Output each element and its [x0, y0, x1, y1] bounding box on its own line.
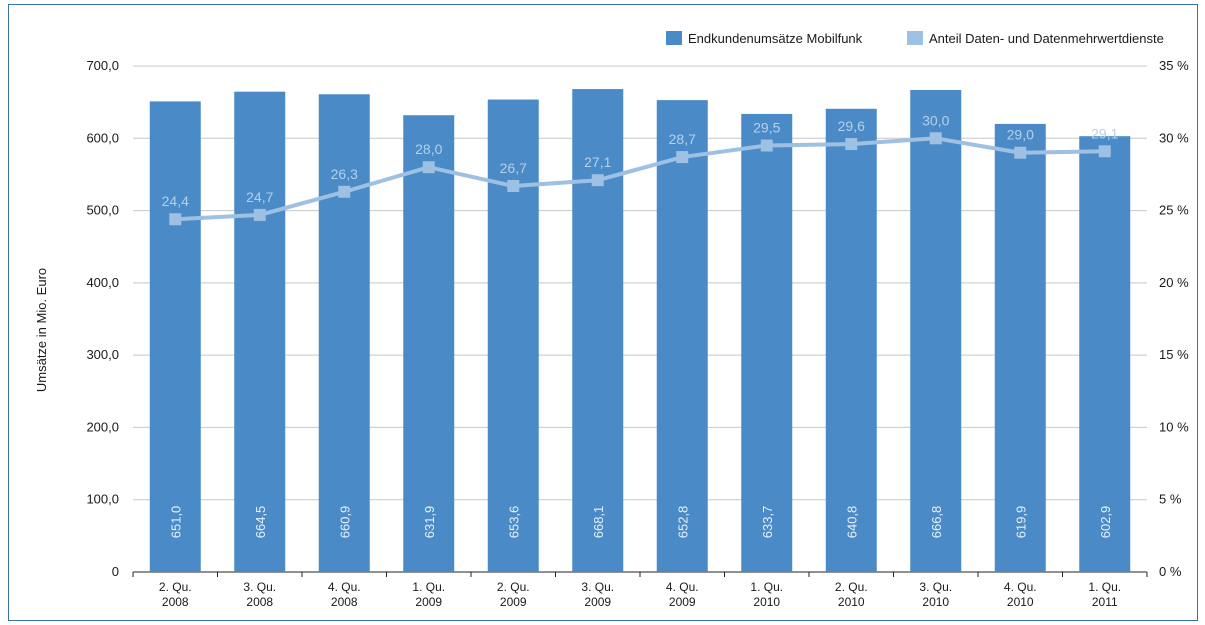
- y-tick-label: 300,0: [86, 347, 119, 362]
- line-marker: [338, 185, 351, 198]
- bar: [1079, 136, 1131, 572]
- line-value-label: 24,7: [246, 189, 273, 205]
- line-marker: [1098, 145, 1111, 158]
- x-tick-label: 2. Qu. 2010: [835, 580, 868, 609]
- y2-tick-label: 15 %: [1159, 347, 1189, 362]
- x-tick-label: 1. Qu. 2009: [412, 580, 445, 609]
- line-value-label: 27,1: [584, 154, 611, 170]
- chart-frame: [8, 4, 1198, 621]
- bar-value-label: 631,9: [422, 506, 437, 539]
- bar: [318, 94, 370, 572]
- y-tick-label: 100,0: [86, 492, 119, 507]
- line-path: [175, 136, 1105, 222]
- line-value-label: 26,7: [500, 160, 527, 176]
- bar-value-label: 666,8: [929, 506, 944, 539]
- line-value-label: 29,5: [753, 120, 780, 136]
- bar-value-label: 633,7: [760, 506, 775, 539]
- x-tick-label: 4. Qu. 2008: [328, 580, 361, 609]
- y2-tick-label: 0 %: [1159, 564, 1182, 579]
- bar-series: 651,0 664,5 660,9 631,9 653,6 668,1 652,8 633,7…: [149, 89, 1131, 573]
- line-marker: [676, 151, 689, 164]
- line-marker: [422, 161, 435, 174]
- line-value-label: 30,0: [922, 112, 949, 128]
- y2-tick-label: 10 %: [1159, 419, 1189, 434]
- line-value-label: 26,3: [331, 166, 358, 182]
- bar-value-label: 668,1: [591, 506, 606, 539]
- y2-tick-label: 25 %: [1159, 203, 1189, 218]
- x-tick-label: 4. Qu. 2009: [666, 580, 699, 609]
- y-tick-label: 200,0: [86, 419, 119, 434]
- axes: 0 0 % 100,0 5 % 200,0 10 % 300,0 15 % 400,0 20 % 5…: [86, 58, 1189, 609]
- bar-value-label: 664,5: [253, 506, 268, 539]
- bar-value-label: 602,9: [1098, 506, 1113, 539]
- bar-value-label: 651,0: [168, 506, 183, 539]
- line-value-label: 29,0: [1007, 127, 1034, 143]
- x-tick-label: 2. Qu. 2009: [497, 580, 530, 609]
- legend-label: Endkundenumsätze Mobilfunk: [688, 31, 863, 46]
- legend-swatch: [666, 31, 682, 45]
- line-value-label: 24,4: [162, 193, 189, 209]
- bar-value-label: 653,6: [506, 506, 521, 539]
- line-marker: [507, 179, 520, 192]
- line-value-label: 29,6: [838, 118, 865, 134]
- line-marker: [1014, 146, 1027, 159]
- legend-swatch: [907, 31, 923, 45]
- bar: [656, 100, 708, 572]
- x-tick-label: 3. Qu. 2009: [581, 580, 614, 609]
- y-tick-label: 0: [112, 564, 119, 579]
- legend: Endkundenumsätze Mobilfunk Anteil Daten- …: [666, 31, 1164, 46]
- y2-tick-label: 35 %: [1159, 58, 1189, 73]
- x-tick-label: 1. Qu. 2010: [750, 580, 783, 609]
- bar: [910, 89, 962, 573]
- bar-value-label: 640,8: [844, 506, 859, 539]
- bar: [825, 108, 877, 572]
- bar: [994, 123, 1046, 573]
- line-marker: [591, 174, 604, 187]
- y2-tick-label: 5 %: [1159, 492, 1182, 507]
- x-tick-label: 1. Qu. 2011: [1088, 580, 1121, 609]
- y-tick-label: 500,0: [86, 203, 119, 218]
- y-axis-label: Umsätze in Mio. Euro: [34, 268, 49, 392]
- y-tick-label: 600,0: [86, 130, 119, 145]
- x-tick-label: 3. Qu. 2010: [919, 580, 952, 609]
- line-value-label: 28,7: [669, 131, 696, 147]
- bar-value-label: 660,9: [337, 506, 352, 539]
- y-tick-label: 700,0: [86, 58, 119, 73]
- line-marker: [169, 213, 182, 226]
- y2-tick-label: 30 %: [1159, 130, 1189, 145]
- x-tick-label: 2. Qu. 2008: [159, 580, 192, 609]
- bar: [572, 89, 624, 572]
- bar: [149, 101, 201, 573]
- bar-value-label: 619,9: [1013, 506, 1028, 539]
- bar: [234, 91, 286, 572]
- line-marker: [760, 139, 773, 152]
- bar-value-label: 652,8: [675, 506, 690, 539]
- bar: [487, 99, 539, 572]
- line-marker: [253, 208, 266, 221]
- x-tick-label: 3. Qu. 2008: [243, 580, 276, 609]
- x-tick-label: 4. Qu. 2010: [1004, 580, 1037, 609]
- y2-tick-label: 20 %: [1159, 275, 1189, 290]
- line-value-label: 28,0: [415, 141, 442, 157]
- legend-label: Anteil Daten- und Datenmehrwertdienste: [929, 31, 1164, 46]
- bar: [741, 113, 793, 573]
- bar: [403, 115, 455, 573]
- line-value-label: 29,1: [1091, 125, 1118, 141]
- line-marker: [845, 138, 858, 151]
- y-tick-label: 400,0: [86, 275, 119, 290]
- line-series: 24,4 24,7 26,3 28,0 26,7 27,1 28,7 29,5 29,6 30,0…: [162, 112, 1119, 226]
- line-marker: [929, 132, 942, 145]
